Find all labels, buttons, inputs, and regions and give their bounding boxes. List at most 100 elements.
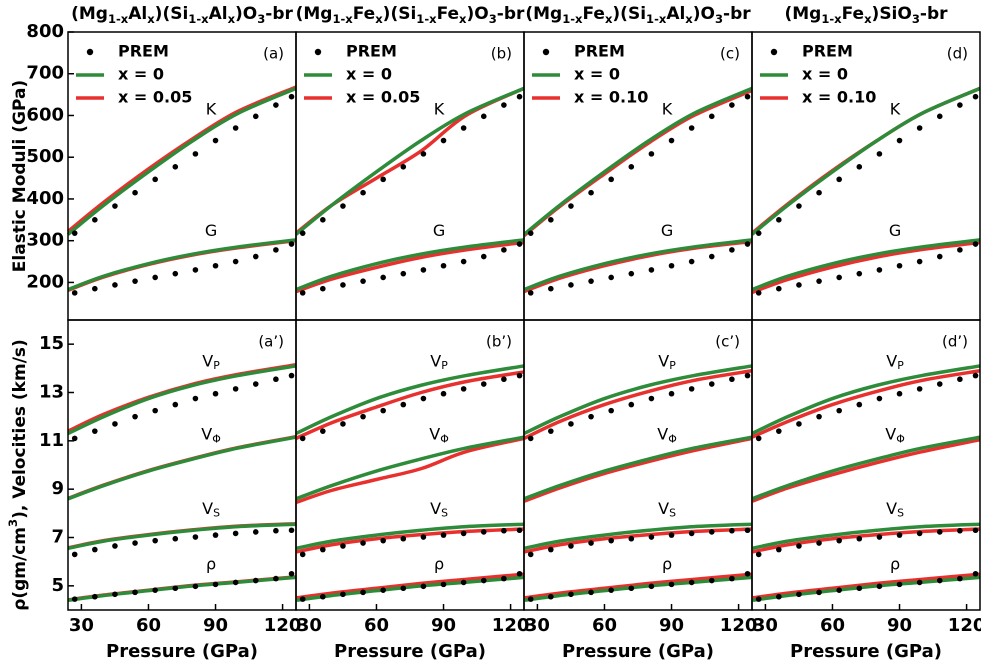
y-axis-label-part: Elastic Moduli (GPa): [10, 80, 30, 272]
panel-label: (d’): [942, 333, 968, 351]
prem-point: [192, 395, 199, 402]
curve: [523, 435, 753, 501]
prem-point: [527, 290, 534, 296]
panel: [523, 364, 753, 603]
curve-label-part: V: [885, 424, 896, 443]
prem-point: [548, 217, 554, 223]
panel-title-part: 1-x: [108, 12, 129, 26]
y-tick-label: 15: [39, 333, 64, 354]
prem-point: [548, 546, 554, 553]
curve: [751, 575, 981, 603]
x-tick-label: 60: [820, 615, 845, 636]
y-tick-label: 7: [51, 527, 64, 548]
prem-point: [480, 529, 487, 535]
panel-title-part: 1-x: [646, 12, 667, 26]
prem-point: [288, 93, 295, 100]
prem-point: [936, 577, 943, 584]
curve-label-part: S: [213, 507, 220, 520]
x-tick-label: 60: [592, 615, 617, 636]
prem-point: [299, 435, 306, 442]
prem-point: [232, 125, 239, 131]
legend-marker: [86, 48, 94, 56]
panel-label: (b’): [486, 333, 512, 351]
legend-label: x = 0: [574, 65, 620, 84]
curve: [294, 86, 525, 235]
curve-label-part: V: [202, 351, 213, 370]
prem-point: [340, 282, 346, 288]
prem-point: [648, 534, 655, 540]
panel-frame: [751, 319, 981, 611]
x-tick-label: 30: [753, 615, 778, 636]
prem-point: [516, 241, 523, 247]
prem-point: [972, 93, 979, 100]
curve: [295, 572, 525, 600]
curve: [295, 364, 525, 436]
prem-point: [273, 376, 279, 383]
curve-label-part: K: [890, 99, 901, 118]
curve: [750, 86, 981, 235]
prem-point: [299, 596, 306, 602]
prem-point: [516, 93, 523, 100]
curve-label: K: [434, 99, 445, 118]
prem-point: [796, 543, 802, 549]
prem-point: [132, 278, 138, 284]
prem-point: [816, 589, 822, 596]
prem-point: [71, 290, 78, 296]
panel-title-part: 1-x: [332, 12, 353, 26]
prem-point: [729, 102, 735, 108]
curve: [295, 522, 525, 551]
curve-label-part: V: [429, 424, 440, 443]
prem-point: [132, 413, 138, 420]
prem-point: [460, 386, 467, 392]
prem-point: [480, 577, 487, 584]
panel-frame: [295, 319, 525, 611]
prem-point: [360, 589, 366, 596]
prem-point: [360, 540, 366, 546]
panel-title-part: 1-x: [188, 12, 209, 26]
x-axis-label: Pressure (GPa): [562, 641, 714, 662]
prem-point: [816, 278, 822, 284]
prem-point: [516, 570, 523, 577]
prem-point: [340, 543, 346, 549]
prem-point: [708, 529, 715, 535]
prem-point: [480, 253, 487, 260]
curve: [523, 436, 753, 503]
curve-label-part: V: [430, 351, 441, 370]
curve-label-part: ρ: [890, 554, 900, 573]
prem-point: [755, 230, 762, 236]
legend-label: PREM: [118, 42, 169, 61]
prem-point: [71, 435, 78, 442]
prem-point: [212, 532, 219, 538]
prem-point: [776, 593, 782, 600]
panel-title-part: )(Si: [383, 4, 417, 24]
curve: [751, 522, 981, 551]
prem-point: [92, 546, 98, 553]
prem-point: [972, 527, 979, 534]
prem-point: [876, 395, 883, 402]
panel: [522, 86, 753, 296]
prem-point: [440, 390, 447, 397]
y-tick-label: 500: [26, 146, 64, 167]
prem-point: [152, 537, 158, 544]
prem-point: [729, 247, 735, 253]
panel-title: (Mg1-xAlx)(Si1-xAlx)O3-br: [71, 4, 293, 26]
prem-point: [568, 421, 574, 427]
prem-point: [232, 386, 239, 392]
prem-point: [172, 164, 179, 170]
prem-point: [916, 125, 923, 131]
x-tick-label: 120: [948, 615, 981, 636]
prem-point: [957, 527, 963, 534]
prem-point: [273, 527, 279, 534]
prem-point: [856, 535, 863, 542]
prem-point: [856, 270, 863, 277]
prem-point: [299, 551, 306, 558]
prem-point: [836, 407, 842, 414]
panel-title-part: -br: [920, 4, 948, 24]
y-tick-label: 5: [51, 575, 64, 596]
prem-point: [440, 262, 447, 269]
prem-point: [668, 581, 675, 588]
panel-title-part: )O: [693, 4, 715, 24]
y-tick-label: 800: [26, 21, 64, 42]
prem-point: [480, 381, 487, 387]
panel-title-part: )O: [235, 4, 257, 24]
